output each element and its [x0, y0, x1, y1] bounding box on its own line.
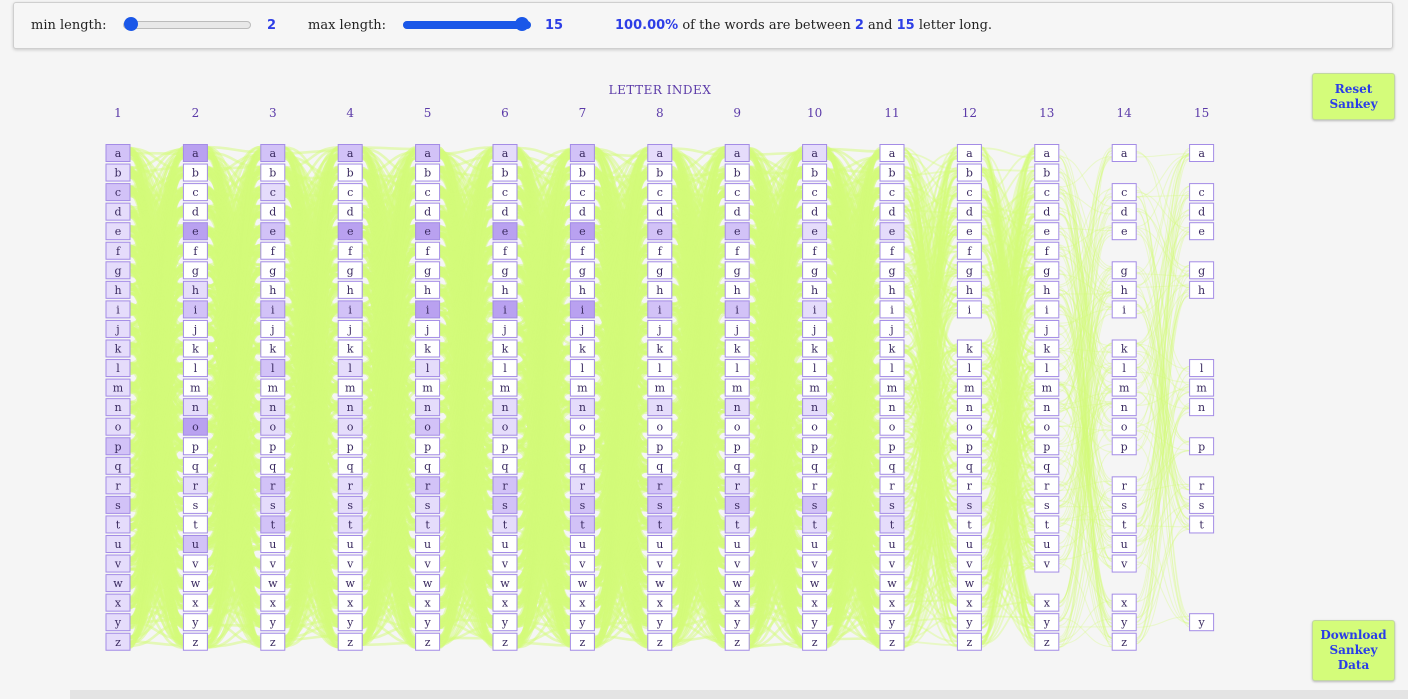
- max-length-value: 15: [545, 18, 564, 33]
- max-length-slider-fill: [403, 21, 531, 29]
- sankey-link: [207, 561, 262, 647]
- sankey-link: [207, 578, 262, 649]
- summary-text-2: letter long.: [914, 18, 993, 33]
- sankey-link: [284, 634, 339, 641]
- sankey-link: [129, 622, 184, 648]
- sankey-link: [284, 402, 339, 639]
- min-length-label: min length:: [31, 18, 107, 33]
- min-length-slider-thumb[interactable]: [124, 17, 138, 31]
- sankey-flows: [128, 145, 1190, 649]
- sankey-link: [129, 524, 184, 639]
- letter-index-title: LETTER INDEX: [608, 83, 712, 97]
- length-filter-bar: min length: 2 max length: 15 100.00% of …: [13, 2, 1393, 49]
- sankey-link: [284, 146, 339, 169]
- sankey-link: [362, 641, 416, 647]
- max-length-slider-thumb[interactable]: [515, 17, 529, 31]
- sankey-link: [207, 519, 262, 643]
- coverage-percent: 100.00%: [615, 18, 679, 33]
- sankey-link: [362, 624, 416, 641]
- max-length-label: max length:: [308, 18, 387, 33]
- sankey-link: [129, 547, 184, 645]
- sankey-link: [129, 603, 184, 639]
- sankey-link: [207, 597, 261, 643]
- sankey-link: [284, 478, 339, 642]
- sankey-link: [361, 509, 416, 639]
- sankey-link: [129, 640, 184, 647]
- sankey-link: [284, 508, 339, 639]
- sankey-link: [207, 639, 261, 648]
- sankey-link: [284, 623, 339, 639]
- summary-text-1: of the words are between: [678, 18, 855, 33]
- summary-max: 15: [896, 18, 915, 33]
- coverage-summary: 100.00% of the words are between 2 and 1…: [615, 18, 992, 33]
- letter-sankey-chart: 1abcdefghijklmnopqrstuvwxyz2abcdefghijkl…: [105, 106, 1215, 651]
- max-length-slider[interactable]: [403, 17, 531, 31]
- summary-and: and: [863, 18, 897, 33]
- sankey-link: [129, 391, 184, 639]
- sankey-link: [284, 526, 339, 648]
- sankey-link: [284, 603, 339, 609]
- min-length-value: 2: [267, 18, 277, 33]
- sankey-link: [361, 443, 417, 638]
- sankey-link: [361, 556, 416, 638]
- sankey-link: [284, 602, 339, 648]
- min-length-slider[interactable]: [123, 17, 251, 31]
- summary-min: 2: [854, 18, 864, 33]
- sankey-link: [207, 507, 262, 638]
- sankey-link: [129, 147, 184, 188]
